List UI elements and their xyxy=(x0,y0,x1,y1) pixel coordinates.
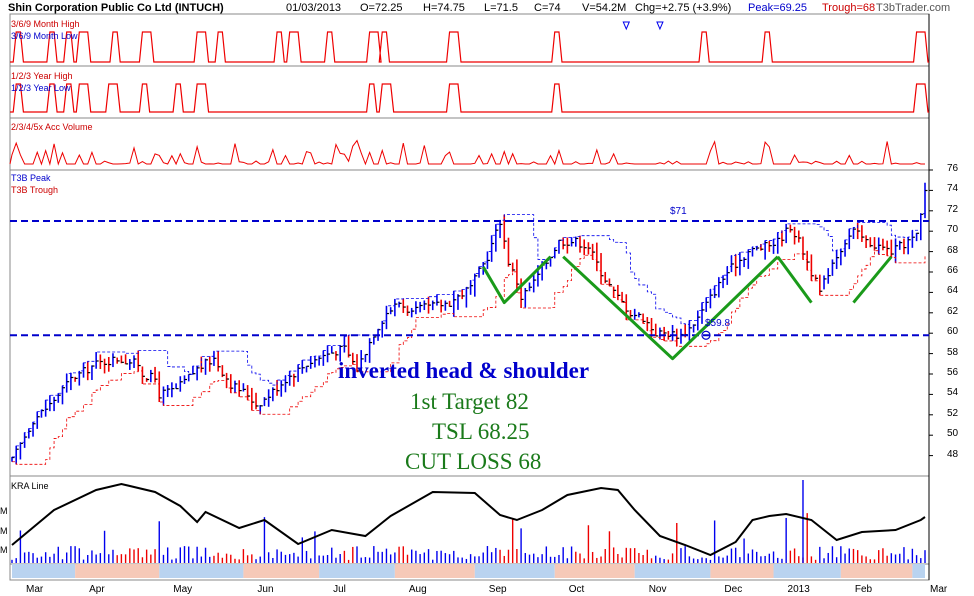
y-tick-label: 62 xyxy=(947,305,959,317)
legend-t3b-peak: T3B Peak xyxy=(11,173,51,183)
y-tick-label: 74 xyxy=(947,183,959,195)
header-close: C=74 xyxy=(534,2,561,14)
month-band-segment xyxy=(12,564,76,578)
x-tick-label: Dec xyxy=(724,584,743,595)
pattern-annotation: inverted head & shoulder xyxy=(338,358,590,383)
panel-frame xyxy=(9,475,930,565)
x-tick-label: Mar xyxy=(26,584,44,595)
y-tick-label: 52 xyxy=(947,407,959,419)
signal-trace xyxy=(10,83,929,113)
legend-year-low: 1/2/3 Year Low xyxy=(11,83,71,93)
month-band-segment xyxy=(394,564,475,578)
month-band xyxy=(12,564,925,578)
month-band-segment xyxy=(243,564,320,578)
x-tick-label: Oct xyxy=(568,584,585,595)
support-marker xyxy=(701,330,711,340)
pattern-line xyxy=(481,255,552,305)
target-annotation: 1st Target 82 xyxy=(410,389,529,414)
pattern-lines xyxy=(481,255,893,361)
header-trough: Trough=68 xyxy=(822,2,876,14)
month-band-segment xyxy=(634,564,711,578)
panel-frames xyxy=(9,13,930,581)
tsl-annotation: TSL 68.25 xyxy=(432,419,530,444)
price-bars xyxy=(11,182,928,465)
y-tick-label: 54 xyxy=(947,387,959,399)
t3b-peak-line xyxy=(12,182,926,458)
legend-t3b-trough: T3B Trough xyxy=(11,185,59,195)
header-high: H=74.75 xyxy=(423,2,465,14)
header-volume: V=54.2M xyxy=(582,2,627,14)
header-change: Chg=+2.75 (+3.9%) xyxy=(635,2,732,14)
cut-loss-annotation: CUT LOSS 68 xyxy=(405,449,542,474)
y-tick-label: 48 xyxy=(947,448,959,460)
signal-panels xyxy=(9,21,929,166)
legend-month-low: 3/6/9 Month Low xyxy=(11,31,78,41)
month-band-segment xyxy=(75,564,160,578)
x-tick-label: Jul xyxy=(333,584,346,595)
header-open: O=72.25 xyxy=(360,2,403,14)
legend-kra-line: KRA Line xyxy=(11,481,49,491)
t3b-trough-line xyxy=(12,250,926,465)
signal-trace xyxy=(10,31,929,63)
price-gridlines xyxy=(929,169,933,457)
x-tick-label: Nov xyxy=(648,584,667,595)
resistance-label: $71 xyxy=(670,206,687,217)
month-band-segment xyxy=(840,564,913,578)
kra-trace xyxy=(11,482,926,557)
month-band-segment xyxy=(159,564,244,578)
y-tick-label: 72 xyxy=(947,203,959,215)
pattern-line xyxy=(852,255,893,304)
vol-axis-label: M xyxy=(0,526,8,536)
header-peak: Peak=69.25 xyxy=(748,2,808,14)
header-low: L=71.5 xyxy=(484,2,518,14)
volume-bars xyxy=(11,480,926,563)
y-tick-label: 58 xyxy=(947,346,959,358)
vol-axis-label: M xyxy=(0,545,8,555)
y-tick-label: 50 xyxy=(947,428,959,440)
month-band-segment xyxy=(912,564,925,578)
x-tick-label: Mar xyxy=(930,584,948,595)
x-tick-label: May xyxy=(173,584,193,595)
x-tick-label: Apr xyxy=(89,584,105,595)
y-tick-label: 64 xyxy=(947,285,959,297)
legend-acc-volume: 2/3/4/5x Acc Volume xyxy=(11,122,93,132)
chart-title: Shin Corporation Public Co Ltd (INTUCH) xyxy=(8,2,224,14)
brand-label: T3bTrader.com xyxy=(876,2,951,14)
level-lines xyxy=(10,220,929,340)
pattern-line xyxy=(562,255,779,361)
x-tick-label: 2013 xyxy=(787,584,810,595)
month-band-segment xyxy=(710,564,774,578)
x-tick-label: Aug xyxy=(408,584,427,595)
legend-year-high: 1/2/3 Year High xyxy=(11,71,73,81)
month-band-segment xyxy=(554,564,635,578)
panel-frame xyxy=(9,13,930,67)
month-band-segment xyxy=(773,564,841,578)
legend-month-high: 3/6/9 Month High xyxy=(11,19,80,29)
x-tick-label: Feb xyxy=(854,584,873,595)
vol-axis-label: M xyxy=(0,506,8,516)
x-tick-label: Jun xyxy=(257,584,274,595)
month-band-segment xyxy=(474,564,555,578)
low-signal-marker xyxy=(622,21,631,31)
y-tick-label: 56 xyxy=(947,367,959,378)
y-tick-label: 76 xyxy=(947,163,959,174)
month-band-segment xyxy=(319,564,395,578)
y-tick-label: 60 xyxy=(947,326,959,338)
x-tick-label: Sep xyxy=(488,584,507,595)
low-signal-marker xyxy=(656,21,664,31)
support-label: $59.8 xyxy=(705,318,731,329)
y-tick-label: 66 xyxy=(947,265,959,276)
y-tick-label: 70 xyxy=(947,224,959,236)
pattern-line xyxy=(776,255,813,304)
header-date: 01/03/2013 xyxy=(286,2,342,14)
kra-line xyxy=(11,482,926,557)
y-tick-label: 68 xyxy=(947,244,959,256)
acc-volume-trace xyxy=(9,139,925,166)
